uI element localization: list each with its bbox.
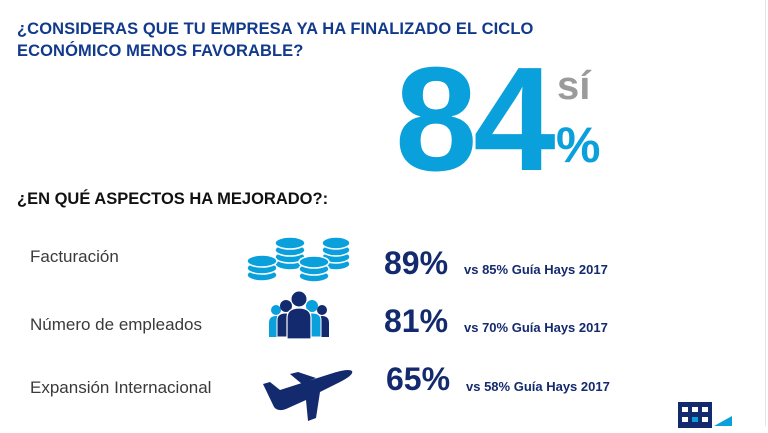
question-title-line2: ECONÓMICO MENOS FAVORABLE? — [17, 42, 304, 60]
question-title: ¿CONSIDERAS QUE TU EMPRESA YA HA FINALIZ… — [17, 18, 533, 62]
row-comparison-international: vs 58% Guía Hays 2017 — [466, 379, 610, 394]
headline-answer-label: sí — [557, 64, 591, 108]
row-label-employees: Número de empleados — [30, 315, 202, 334]
airplane-icon — [260, 362, 356, 422]
improvements-title: ¿EN QUÉ ASPECTOS HA MEJORADO?: — [17, 190, 329, 208]
arrow-shape-icon — [714, 416, 732, 426]
row-value-employees: 81% — [384, 303, 449, 339]
row-value-international: 65% — [386, 361, 451, 397]
headline-percent-sign: % — [556, 117, 601, 173]
right-border-divider — [765, 0, 766, 426]
row-label-international: Expansión Internacional — [30, 378, 212, 397]
row-label-revenue: Facturación — [30, 247, 119, 266]
row-comparison-employees: vs 70% Guía Hays 2017 — [464, 320, 608, 335]
row-value-revenue: 89% — [384, 245, 449, 281]
building-icon — [678, 402, 712, 428]
people-icon — [268, 289, 330, 341]
headline-percentage: 84 — [395, 37, 556, 202]
coins-icon — [244, 228, 351, 284]
row-comparison-revenue: vs 85% Guía Hays 2017 — [464, 262, 608, 277]
question-title-line1: ¿CONSIDERAS QUE TU EMPRESA YA HA FINALIZ… — [17, 20, 534, 38]
